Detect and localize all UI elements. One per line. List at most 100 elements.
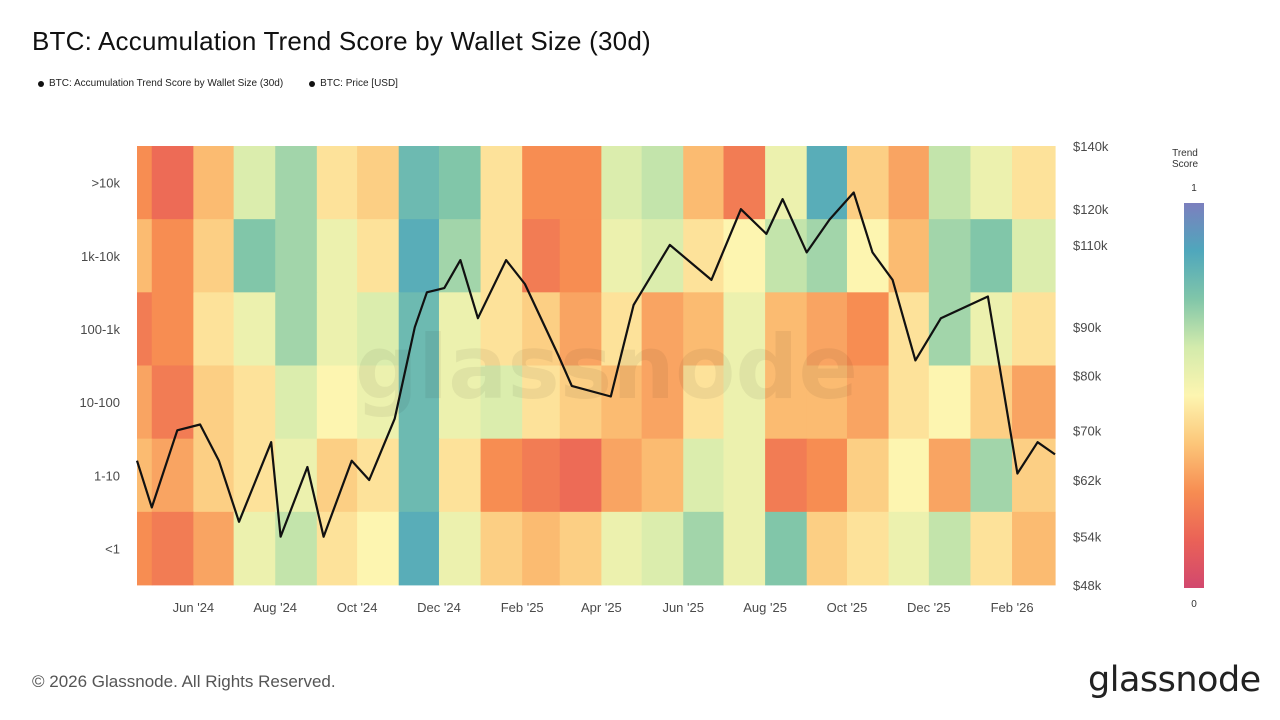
heatmap-cell — [233, 438, 276, 513]
heatmap-cell — [1012, 365, 1056, 440]
heatmap-cell — [522, 292, 561, 366]
x-tick-label: Feb '25 — [501, 600, 544, 615]
x-tick-label: Apr '25 — [581, 600, 622, 615]
heatmap-cell — [316, 146, 358, 220]
heatmap-cell — [522, 146, 561, 220]
y-left-tick-label: 100-1k — [80, 322, 120, 337]
heatmap-cell — [357, 219, 400, 293]
heatmap-cell — [765, 365, 808, 440]
y-axis-left: >10k 1k-10k 100-1k 10-100 1-10 <1 — [80, 176, 121, 557]
heatmap-cell — [438, 219, 482, 293]
heatmap-cell — [928, 438, 972, 513]
heatmap-cell — [275, 365, 318, 440]
x-tick-label: Dec '24 — [417, 600, 461, 615]
heatmap-cell — [438, 511, 482, 586]
heatmap-cell — [1012, 511, 1056, 586]
heatmap-cell — [480, 146, 523, 220]
heatmap-cell — [137, 292, 153, 366]
heatmap-cell — [683, 438, 725, 513]
x-tick-label: Dec '25 — [907, 600, 951, 615]
heatmap-cell — [888, 438, 930, 513]
heatmap-cell — [846, 292, 890, 366]
heatmap-cell — [970, 438, 1013, 513]
heatmap-cell — [723, 438, 766, 513]
heatmap-cell — [522, 365, 561, 440]
heatmap-cell — [641, 146, 684, 220]
heatmap-cell — [559, 292, 602, 366]
x-tick-label: Feb '26 — [991, 600, 1034, 615]
heatmap-cell — [846, 146, 890, 220]
y-right-tick-label: $70k — [1073, 423, 1102, 438]
y-right-tick-label: $140k — [1073, 139, 1109, 154]
copyright-footer: © 2026 Glassnode. All Rights Reserved. — [32, 672, 336, 691]
heatmap-cell — [193, 511, 235, 586]
heatmap-cell — [559, 438, 602, 513]
y-left-tick-label: >10k — [91, 176, 120, 191]
y-right-tick-label: $90k — [1073, 320, 1102, 335]
heatmap-cell — [723, 365, 766, 440]
heatmap-cell — [480, 365, 523, 440]
heatmap-cell — [398, 511, 440, 586]
legend-label: BTC: Price [USD] — [320, 78, 398, 89]
y-right-tick-label: $110k — [1073, 238, 1108, 253]
heatmap-cell — [806, 365, 848, 440]
y-right-tick-label: $62k — [1073, 473, 1102, 488]
heatmap-cell — [970, 146, 1013, 220]
heatmap-cell — [316, 292, 358, 366]
heatmap-cell — [316, 219, 358, 293]
heatmap-cell — [1012, 146, 1056, 220]
x-tick-label: Oct '24 — [337, 600, 378, 615]
heatmap-cell — [888, 292, 930, 366]
legend-label: BTC: Accumulation Trend Score by Wallet … — [49, 78, 284, 89]
legend: BTC: Accumulation Trend Score by Wallet … — [38, 78, 398, 89]
y-left-tick-label: 1k-10k — [81, 249, 121, 264]
heatmap-cell — [888, 365, 930, 440]
heatmap-cell — [233, 511, 276, 586]
legend-item-trend-score[interactable]: BTC: Accumulation Trend Score by Wallet … — [38, 78, 283, 89]
heatmap-cell — [928, 365, 972, 440]
heatmap-cell — [151, 438, 194, 513]
heatmap-cell — [357, 511, 400, 586]
heatmap-cell — [641, 438, 684, 513]
heatmap-cell — [233, 365, 276, 440]
heatmap-cell — [723, 146, 766, 220]
x-axis: Jun '24 Aug '24 Oct '24 Dec '24 Feb '25 Apr '… — [173, 600, 1034, 615]
heatmap-cell — [928, 219, 972, 293]
heatmap-cell — [888, 219, 930, 293]
colorbar-min-label: 0 — [1191, 599, 1197, 610]
heatmap-cell — [522, 511, 561, 586]
glassnode-logo[interactable]: glassnode — [1088, 660, 1261, 700]
heatmap-cell — [398, 438, 440, 513]
heatmap-cell — [233, 146, 276, 220]
colorbar-title: Score — [1172, 159, 1199, 170]
heatmap-cell — [193, 365, 235, 440]
heatmap-cell — [683, 365, 725, 440]
heatmap-cell — [275, 219, 318, 293]
heatmap-cell — [151, 292, 194, 366]
heatmap-cell — [846, 365, 890, 440]
heatmap-cell — [601, 219, 643, 293]
legend-item-price[interactable]: BTC: Price [USD] — [309, 78, 398, 89]
heatmap-cell — [970, 292, 1013, 366]
heatmap-cell — [601, 511, 643, 586]
heatmap-cell — [137, 511, 153, 586]
heatmap-cell — [522, 219, 561, 293]
heatmap-cell — [723, 511, 766, 586]
heatmap-cell — [316, 511, 358, 586]
heatmap-cell — [137, 219, 153, 293]
heatmap-cell — [846, 438, 890, 513]
heatmap-cell — [480, 511, 523, 586]
heatmap-cell — [846, 511, 890, 586]
heatmap-cell — [641, 511, 684, 586]
heatmap-cell — [193, 219, 235, 293]
heatmap-cell — [480, 438, 523, 513]
heatmap-cell — [970, 511, 1013, 586]
price-layer — [135, 191, 1056, 538]
heatmap-cell — [316, 365, 358, 440]
heatmap-cell — [888, 146, 930, 220]
heatmap-cell — [275, 292, 318, 366]
price-line — [135, 191, 1056, 538]
heatmap-cell — [806, 438, 848, 513]
y-right-tick-label: $54k — [1073, 530, 1102, 545]
